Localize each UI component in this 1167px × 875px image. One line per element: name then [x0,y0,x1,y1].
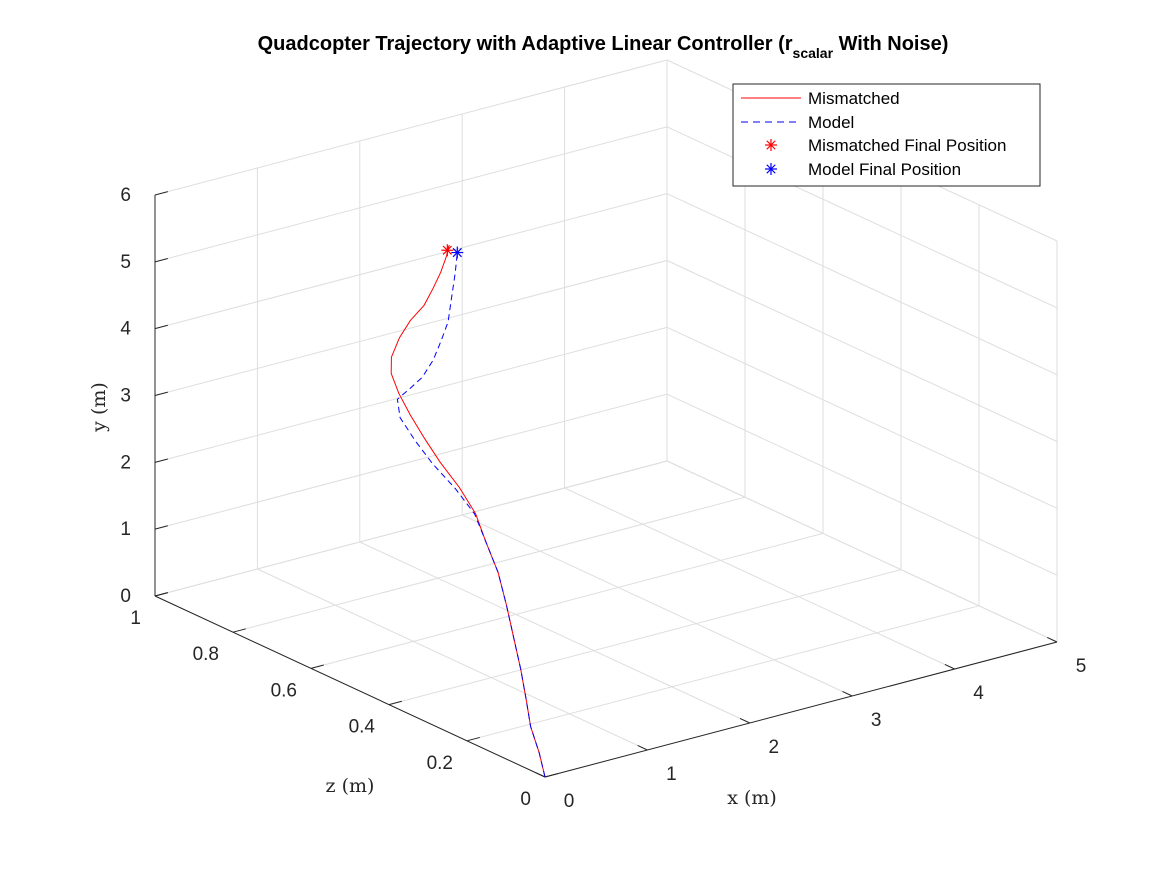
axis-lines [154,191,1058,778]
final-position-marker-model-final-position [451,246,464,259]
z-tick-mark [466,736,480,742]
back-wall-grid-y [154,393,668,530]
back-wall-grid-y [154,193,668,330]
z-tick-mark [388,700,402,706]
data-series [390,244,546,778]
legend-box [732,83,1041,187]
side-wall-grid-y [666,126,1058,309]
final-position-markers [441,244,464,259]
y-tick-mark [154,592,168,597]
y-tick-label: 1 [120,519,131,540]
floor-grid-x [359,541,751,724]
x-tick-mark [1047,637,1058,643]
z-tick-label: 0.2 [427,753,453,774]
floor-grid-z [388,569,902,706]
x-tick-mark [637,745,648,751]
y-tick-mark [154,525,168,530]
floor-grid-z [232,496,746,633]
z-tick-label: 0.6 [271,680,297,701]
y-tick-label: 2 [120,452,131,473]
z-axis-line [154,595,546,778]
y-tick-label: 3 [120,386,131,407]
floor-grid-z [310,532,824,669]
z-tick-mark [232,628,246,633]
chart-title-suffix: With Noise) [833,33,948,55]
y-tick-label: 5 [120,252,131,273]
floor-grid-x [257,568,648,751]
chart-title-prefix: Quadcopter Trajectory with Adaptive Line… [258,33,793,55]
x-axis-line [544,641,1058,778]
x-axis-label: x (m) [727,787,777,809]
side-wall-grid-y [666,393,1058,576]
floor-grid-x [564,487,955,670]
x-tick-label: 2 [769,737,780,758]
z-tick-mark [544,773,558,778]
legend-star-icon [765,139,777,151]
x-tick-mark [842,691,853,697]
legend-label-model: Model [808,113,854,132]
series-line-model [396,252,546,778]
x-tick-mark [944,664,955,670]
side-wall-grid-y [666,260,1058,442]
y-tick-mark [154,391,168,396]
y-axis-label: y (m) [88,382,110,433]
z-tick-label: 0 [520,789,531,810]
x-tick-label: 4 [973,683,984,704]
chart-title: Quadcopter Trajectory with Adaptive Line… [258,33,949,61]
x-tick-mark [739,718,751,724]
z-tick-label: 1 [130,608,141,629]
legend-swatch-mismatched-final [765,139,777,151]
x-tick-label: 3 [871,710,882,731]
y-tick-mark [154,458,168,463]
x-tick-label: 5 [1076,656,1087,677]
y-tick-label: 6 [120,185,131,206]
y-tick-label: 4 [120,319,131,340]
legend-star-icon [765,163,777,175]
back-wall-grid-y [154,326,668,463]
side-wall-grid-y [666,326,1058,509]
z-tick-label: 0.4 [349,717,376,738]
floor-grid-z [466,605,980,742]
y-tick-label: 0 [120,586,131,607]
z-tick-mark [310,664,324,669]
y-tick-mark [154,257,168,263]
back-wall-grid-y [154,59,668,196]
x-tick-mark [535,772,546,778]
z-tick-label: 0.8 [193,644,219,665]
legend-label-model-final: Model Final Position [808,160,961,179]
back-wall-grid-y [154,260,668,396]
back-wall-grid-y [154,460,668,597]
y-tick-mark [154,191,168,196]
side-wall-grid-y [666,193,1058,376]
y-tick-mark [154,324,168,330]
x-tick-label: 0 [564,791,575,812]
floor-grid-x [461,514,853,697]
legend-label-mismatched: Mismatched [808,89,900,108]
x-tick-label: 1 [666,764,677,785]
legend-label-mismatched-final: Mismatched Final Position [808,136,1006,155]
legend: Mismatched Model Mismatched Final Positi… [732,83,1041,187]
chart-title-subscript: scalar [793,45,834,61]
final-position-marker-mismatched-final-position [441,244,454,257]
legend-swatch-model-final [765,163,777,175]
z-axis-label: z (m) [326,775,375,797]
back-wall-grid-y [154,126,668,263]
side-wall-grid-y [666,460,1058,643]
